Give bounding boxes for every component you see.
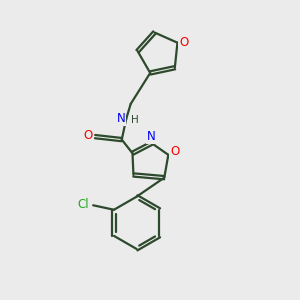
Text: N: N bbox=[147, 130, 155, 143]
Text: O: O bbox=[84, 129, 93, 142]
Text: H: H bbox=[131, 115, 138, 125]
Text: O: O bbox=[179, 36, 189, 49]
Text: Cl: Cl bbox=[78, 198, 89, 211]
Text: O: O bbox=[170, 145, 179, 158]
Text: N: N bbox=[116, 112, 125, 125]
